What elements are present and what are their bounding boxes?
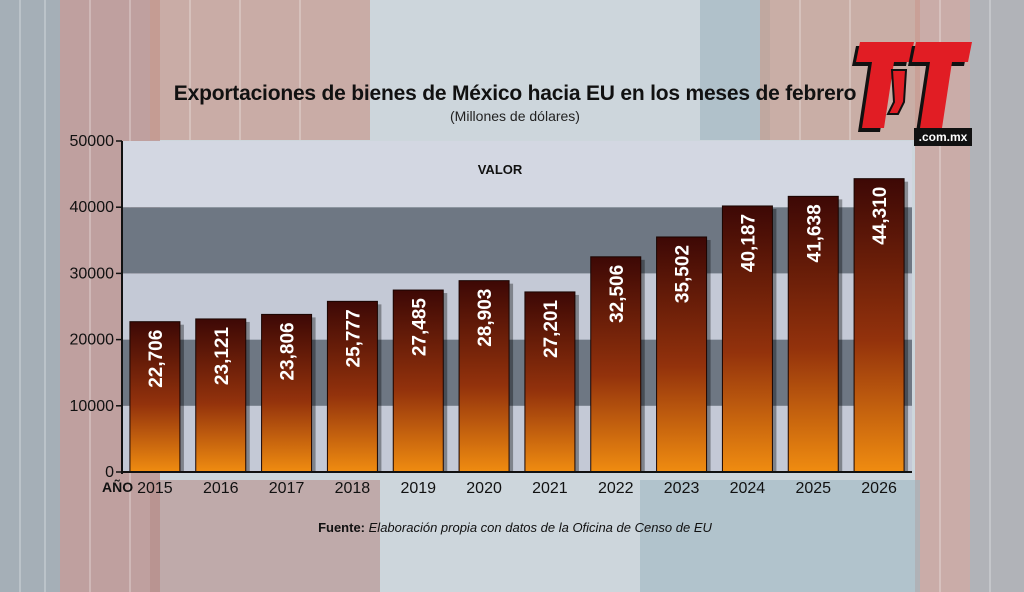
chart-title: Exportaciones de bienes de México hacia … (173, 82, 857, 105)
y-tick-label: 50000 (70, 133, 115, 150)
bar-value-label: 28,903 (475, 289, 496, 347)
x-tick-label: 2026 (861, 480, 897, 497)
x-axis-label: AÑO (102, 478, 133, 495)
bar (458, 280, 510, 473)
bar-value-label: 23,121 (212, 327, 233, 386)
source-note: Fuente: Elaboración propia con datos de … (120, 520, 910, 535)
grid-band (122, 339, 912, 406)
bar (261, 313, 313, 473)
x-tick-label: 2020 (466, 480, 502, 497)
x-tick-label: 2019 (400, 480, 436, 497)
bar (656, 236, 708, 473)
bar-value-label: 27,485 (409, 298, 430, 357)
y-tick-label: 10000 (70, 398, 115, 415)
y-tick-label: 30000 (70, 265, 115, 282)
bar-value-label: 32,506 (607, 265, 628, 323)
grid-band (122, 207, 912, 274)
x-axis: 2015 2016 2017 2018 2019 2020 2021 2022 2023 2024… (122, 471, 912, 497)
source-text: Elaboración propia con datos de la Ofici… (368, 520, 712, 535)
bar-value-label: 23,806 (278, 322, 299, 380)
bar (326, 300, 378, 473)
x-tick-label: 2016 (203, 480, 239, 497)
bar (195, 318, 247, 473)
y-tick-label: 20000 (70, 332, 115, 349)
bar (524, 291, 576, 473)
x-tick-label: 2018 (335, 480, 371, 497)
grid-bands (122, 141, 912, 472)
bar-value-label: 35,502 (673, 245, 694, 303)
bar-value-label: 22,706 (146, 330, 167, 388)
bar (590, 256, 642, 473)
bar (721, 205, 773, 473)
tyt-logo-mark (852, 42, 972, 132)
bar-value-label: 27,201 (541, 300, 562, 359)
y-axis: 0 10000 20000 30000 40000 50000 (70, 133, 123, 481)
grid-band (122, 141, 912, 208)
bars: 22,706 23,121 23,806 25,777 27,485 28,903 27,2… (129, 178, 909, 473)
x-tick-label: 2022 (598, 480, 634, 497)
bar (787, 195, 839, 473)
series-label: VALOR (478, 162, 523, 177)
bar (129, 321, 181, 473)
x-tick-label: 2024 (730, 480, 766, 497)
x-tick-label: 2021 (532, 480, 568, 497)
tyt-logo: .com.mx (852, 42, 972, 146)
bar-value-label: 41,638 (804, 204, 825, 262)
bar (853, 178, 905, 473)
bar (392, 289, 444, 473)
x-tick-label: 2015 (137, 480, 173, 497)
y-tick-label: 40000 (70, 199, 115, 216)
x-tick-label: 2023 (664, 480, 700, 497)
y-tick-label: 0 (105, 464, 114, 481)
chart-subtitle: (Millones de dólares) (450, 108, 580, 124)
grid-band (122, 405, 912, 472)
bar-value-label: 25,777 (343, 309, 364, 367)
source-label: Fuente: (318, 520, 366, 535)
bar-value-label: 44,310 (870, 187, 891, 245)
bar-value-label: 40,187 (738, 214, 759, 272)
grid-band (122, 273, 912, 340)
x-tick-label: 2025 (795, 480, 831, 497)
x-tick-label: 2017 (269, 480, 305, 497)
logo-domain: .com.mx (919, 130, 968, 144)
